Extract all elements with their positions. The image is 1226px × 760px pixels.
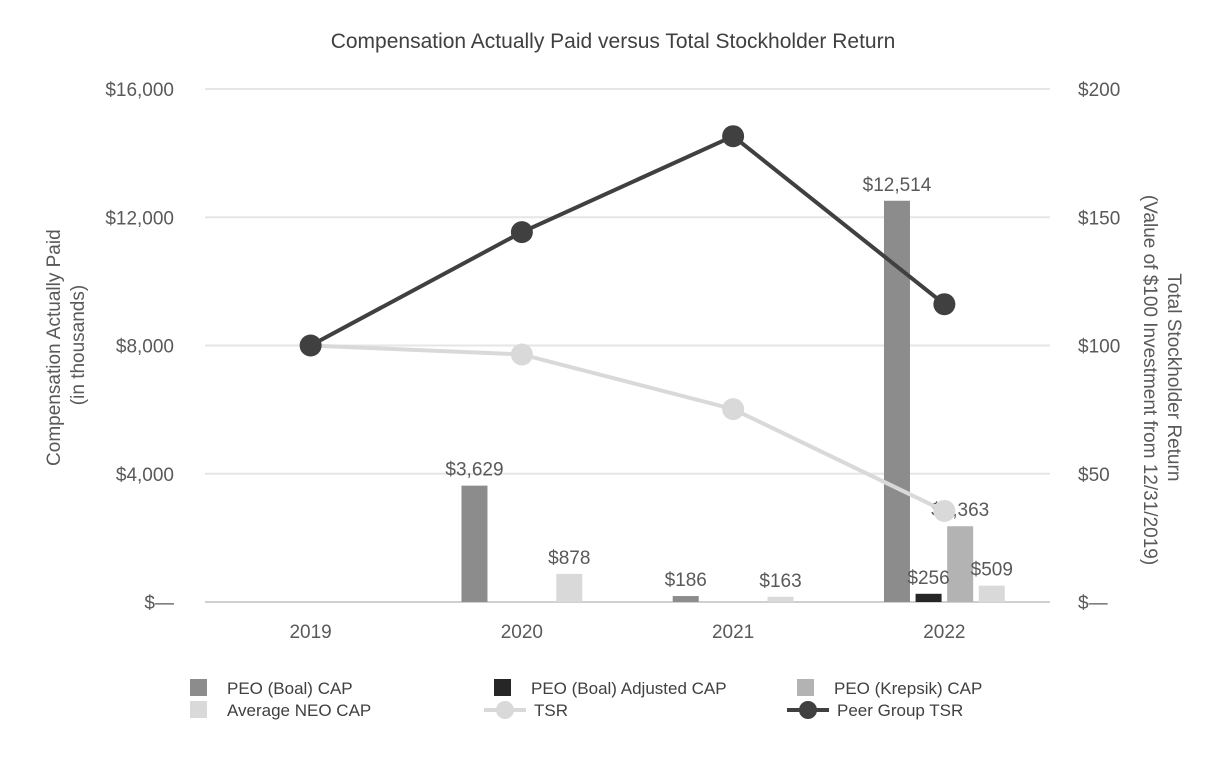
- x-tick-label: 2020: [501, 622, 543, 643]
- x-axis-ticks: 2019 2020 2021 2022: [289, 622, 965, 643]
- bar: [916, 594, 942, 602]
- line-series: [311, 346, 945, 511]
- bar: [947, 526, 973, 602]
- line-point: [300, 335, 322, 357]
- y-tick-label: $8,000: [116, 337, 174, 358]
- legend-label: PEO (Boal) CAP: [227, 679, 353, 698]
- y2-tick-label: $50: [1078, 465, 1110, 486]
- y2-tick-label: $200: [1078, 80, 1120, 101]
- line-point: [722, 125, 744, 147]
- legend-label: Peer Group TSR: [837, 701, 963, 720]
- line-series: [311, 136, 945, 345]
- y-axis-title-line2: (in thousands): [68, 285, 89, 405]
- legend-swatch: [190, 679, 207, 696]
- bar-value-label: $878: [548, 548, 590, 569]
- bar-value-label: $163: [759, 571, 801, 592]
- legend-swatch: [797, 679, 814, 696]
- bar: [556, 574, 582, 602]
- y-tick-label: $16,000: [105, 80, 174, 101]
- y2-axis-title-line2: (Value of $100 Investment from 12/31/201…: [1139, 195, 1160, 565]
- legend-swatch: [190, 701, 207, 718]
- chart: Compensation Actually Paid versus Total …: [0, 0, 1226, 760]
- bar-value-label: $12,514: [863, 175, 932, 196]
- bar: [461, 486, 487, 602]
- y-tick-label: $4,000: [116, 465, 174, 486]
- y2-axis-ticks: $— $50 $100 $150 $200: [1078, 80, 1120, 614]
- y-tick-label: $12,000: [105, 208, 174, 229]
- bar-value-label: $256: [907, 568, 949, 589]
- x-tick-label: 2021: [712, 622, 754, 643]
- y2-axis-title-line1: Total Stockholder Return: [1163, 273, 1184, 481]
- bar-value-label: $186: [665, 570, 707, 591]
- x-tick-label: 2022: [923, 622, 965, 643]
- y2-axis-title: Total Stockholder Return (Value of $100 …: [1139, 195, 1184, 565]
- legend-label: PEO (Krepsik) CAP: [834, 679, 982, 698]
- lines: [300, 125, 956, 522]
- bar: [979, 586, 1005, 602]
- line-point: [511, 343, 533, 365]
- bar: [673, 596, 699, 602]
- chart-title: Compensation Actually Paid versus Total …: [331, 30, 896, 53]
- bar: [768, 597, 794, 602]
- legend-label: PEO (Boal) Adjusted CAP: [531, 679, 727, 698]
- line-point: [933, 293, 955, 315]
- legend-marker: [496, 701, 514, 719]
- y-axis-title: Compensation Actually Paid (in thousands…: [44, 224, 89, 466]
- y2-tick-label: $150: [1078, 208, 1120, 229]
- legend-marker: [799, 701, 817, 719]
- legend-label: Average NEO CAP: [227, 701, 371, 720]
- y2-tick-label: $—: [1078, 593, 1108, 614]
- line-point: [933, 500, 955, 522]
- bar-value-label: $3,629: [445, 460, 503, 481]
- y2-tick-label: $100: [1078, 337, 1120, 358]
- x-tick-label: 2019: [289, 622, 331, 643]
- bar-value-label: $509: [971, 560, 1013, 581]
- y-axis-title-line1: Compensation Actually Paid: [44, 229, 65, 466]
- line-point: [511, 221, 533, 243]
- legend: PEO (Boal) CAP PEO (Boal) Adjusted CAP PEO…: [190, 679, 982, 720]
- y-axis-ticks: $— $4,000 $8,000 $12,000 $16,000: [105, 80, 174, 614]
- y-tick-label: $—: [144, 593, 174, 614]
- line-point: [722, 398, 744, 420]
- legend-swatch: [494, 679, 511, 696]
- legend-label: TSR: [534, 701, 568, 720]
